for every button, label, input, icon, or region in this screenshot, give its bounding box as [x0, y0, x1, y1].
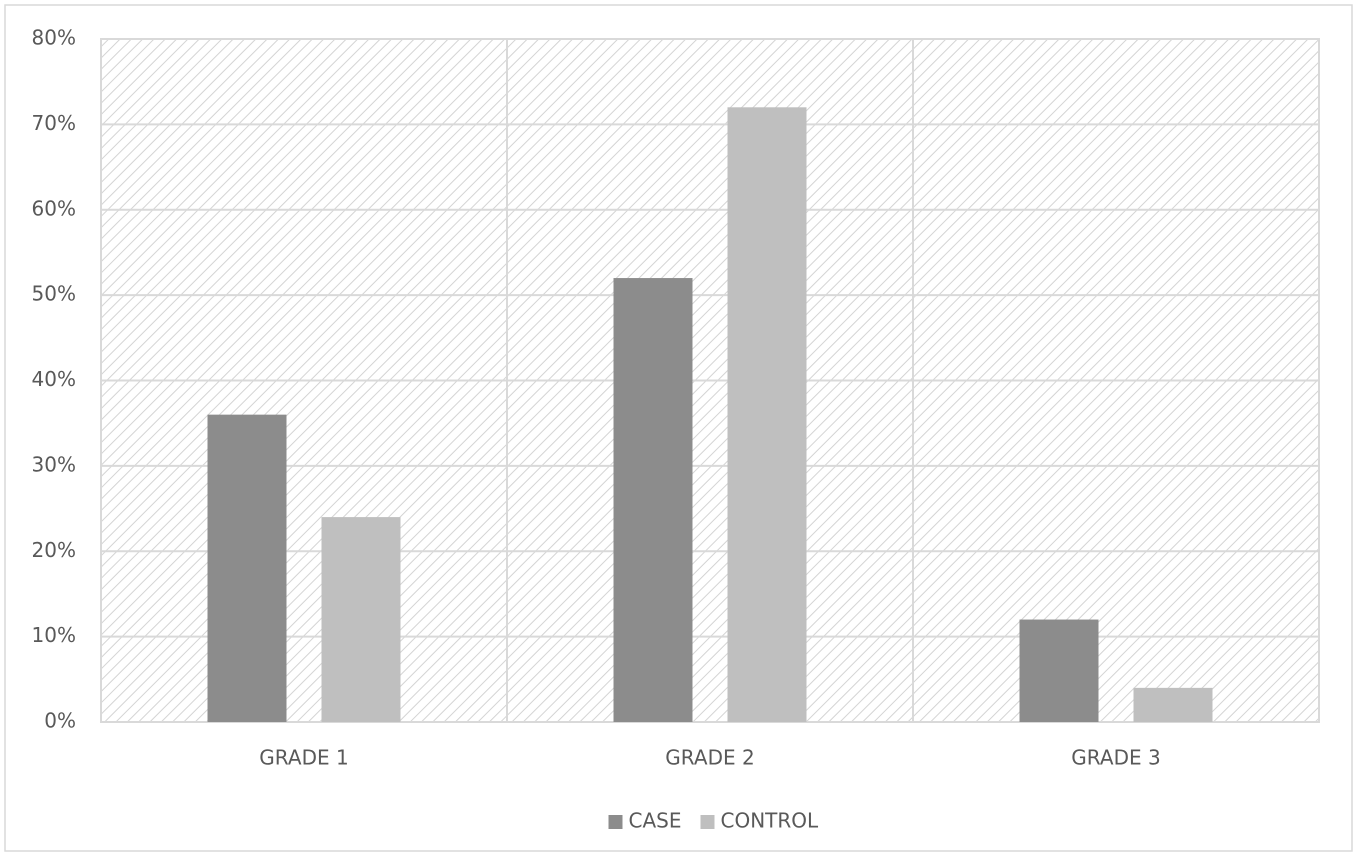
legend-label: CONTROL	[721, 809, 820, 833]
bar	[1019, 619, 1099, 722]
bar	[321, 517, 401, 722]
legend-swatch	[700, 815, 715, 829]
y-tick-label: 80%	[32, 26, 76, 50]
y-tick-label: 40%	[32, 367, 76, 391]
x-tick-label: GRADE 1	[259, 746, 348, 770]
x-tick-label: GRADE 3	[1071, 746, 1160, 770]
y-tick-label: 60%	[32, 196, 76, 220]
y-tick-label: 10%	[32, 623, 76, 647]
y-tick-label: 50%	[32, 282, 76, 306]
x-tick-label: GRADE 2	[665, 746, 754, 770]
y-tick-label: 0%	[44, 709, 76, 733]
legend-label: CASE	[629, 809, 682, 833]
legend-swatch	[608, 815, 623, 829]
y-tick-label: 20%	[32, 538, 76, 562]
bar	[613, 278, 693, 722]
y-tick-label: 30%	[32, 452, 76, 476]
bar	[1133, 687, 1213, 722]
y-tick-label: 70%	[32, 111, 76, 135]
bar	[727, 107, 807, 723]
bar	[207, 414, 287, 722]
chart-border	[4, 4, 1353, 852]
